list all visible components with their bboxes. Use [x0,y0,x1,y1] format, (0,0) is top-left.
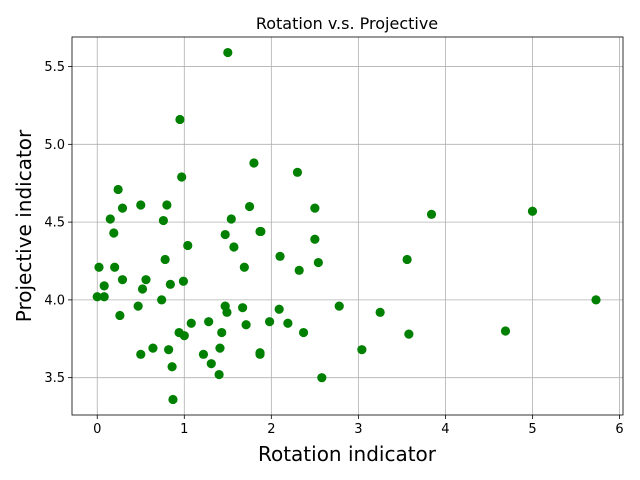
data-point [226,214,236,224]
data-point [99,292,109,302]
data-point [217,327,227,338]
data-point [241,320,251,330]
data-point [215,343,225,353]
data-point [141,275,151,285]
data-point [175,114,185,125]
data-point [214,369,224,380]
data-point [148,343,158,353]
data-point [113,184,123,195]
data-point [165,279,175,289]
data-point [198,349,209,359]
data-point [137,284,148,294]
data-point [179,331,189,341]
data-point [204,317,214,327]
x-tick-label: 6 [615,422,623,437]
data-point [313,257,323,268]
y-tick-label: 3.5 [44,371,65,386]
x-tick-label: 1 [180,422,188,437]
data-point [310,234,320,244]
grid [72,37,623,415]
plot-frame [71,36,624,416]
data-point [105,214,115,224]
data-point [168,394,178,405]
data-point [158,215,168,226]
data-point [94,262,104,272]
data-points [92,47,601,405]
x-tick-label: 0 [93,422,101,437]
data-point [133,301,143,311]
data-point [167,362,177,372]
data-point [298,327,309,338]
y-tick-label: 5.5 [44,60,65,75]
data-point [162,200,172,210]
axis-ticks: 0 1 2 3 4 5 6 3.5 4.0 4.5 5.0 5.5 [44,60,623,437]
data-point [110,262,120,272]
data-point [294,265,304,275]
data-point [117,203,128,213]
data-point [264,317,275,327]
data-point [255,349,265,359]
data-point [591,295,601,305]
data-point [178,276,189,286]
y-tick-label: 5.0 [44,138,65,153]
data-point [115,310,125,321]
data-point [357,345,367,355]
data-point [223,47,233,58]
data-point [500,326,511,336]
data-point [229,242,239,252]
data-point [249,158,259,168]
data-point [310,203,320,213]
data-point [177,172,187,182]
data-point [275,251,285,261]
data-point [164,345,174,355]
data-point [375,307,385,317]
data-point [283,318,293,328]
data-point [239,262,249,272]
data-point [186,318,196,328]
data-point [92,292,102,302]
data-point [238,303,248,313]
data-point [274,304,284,314]
data-point [117,275,128,285]
x-tick-label: 4 [441,422,449,437]
data-point [183,240,193,251]
data-point [136,200,146,210]
data-point [99,281,109,291]
data-point [402,254,412,265]
data-point [334,301,344,311]
y-tick-label: 4.5 [44,216,65,231]
data-point [527,206,538,216]
data-point [157,295,167,305]
data-point [136,349,146,359]
data-point [256,226,266,237]
data-point [244,201,255,212]
chart-title: Rotation v.s. Projective [256,14,438,33]
data-point [206,359,216,369]
y-axis-label: Projective indicator [12,129,36,322]
y-tick-label: 4.0 [44,293,65,308]
x-tick-label: 2 [267,422,275,437]
data-point [404,329,414,339]
x-tick-label: 5 [528,422,536,437]
data-point [220,229,230,240]
data-point [426,209,437,219]
data-point [222,307,232,317]
data-point [160,254,170,265]
data-point [292,167,303,177]
data-point [317,373,327,383]
data-point [109,228,119,238]
x-tick-label: 3 [354,422,362,437]
x-axis-label: Rotation indicator [258,442,437,466]
